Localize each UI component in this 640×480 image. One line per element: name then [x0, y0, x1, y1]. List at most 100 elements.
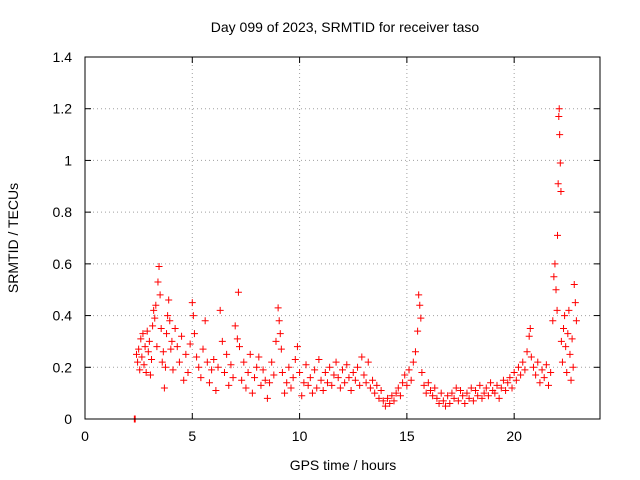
- data-point-marker: [291, 356, 299, 364]
- data-point-marker: [551, 260, 559, 268]
- data-point-marker: [474, 392, 482, 400]
- data-point-marker: [296, 368, 304, 376]
- data-point-marker: [302, 361, 310, 369]
- data-point-marker: [248, 389, 256, 397]
- data-point-marker: [403, 381, 411, 389]
- data-point-marker: [244, 368, 252, 376]
- data-point-marker: [435, 399, 443, 407]
- data-point-marker: [189, 312, 197, 320]
- plot-frame: [84, 56, 601, 420]
- data-point-marker: [563, 368, 571, 376]
- data-point-marker: [439, 397, 447, 405]
- data-point-marker: [566, 350, 574, 358]
- data-point-marker: [525, 332, 533, 340]
- data-point-marker: [157, 325, 165, 332]
- data-point-marker: [259, 366, 267, 374]
- data-point-marker: [334, 374, 342, 382]
- data-point-marker: [437, 389, 445, 397]
- data-point-marker: [197, 374, 205, 382]
- data-point-marker: [371, 389, 379, 397]
- data-point-marker: [341, 379, 349, 387]
- data-point-marker: [274, 304, 282, 312]
- data-point-marker: [283, 379, 291, 387]
- data-point-marker: [159, 348, 167, 356]
- data-point-marker: [339, 366, 346, 374]
- data-point-marker: [562, 343, 570, 351]
- data-point-marker: [538, 366, 546, 374]
- data-point-marker: [236, 343, 243, 351]
- y-tick-label: 0.2: [53, 359, 73, 375]
- data-point-marker: [491, 389, 499, 397]
- data-point-marker: [420, 381, 428, 389]
- data-point-marker: [151, 314, 159, 322]
- data-point-marker: [195, 363, 203, 371]
- data-point-marker: [212, 387, 220, 395]
- data-point-marker: [506, 374, 514, 382]
- data-point-marker: [203, 358, 211, 366]
- data-point-marker: [554, 231, 562, 239]
- data-point-marker: [144, 348, 152, 356]
- data-point-marker: [465, 394, 473, 402]
- data-point-marker: [405, 366, 413, 374]
- data-point-marker: [154, 278, 162, 286]
- data-point-marker: [417, 314, 425, 322]
- y-axis-label: SRMTID / TECUs: [5, 183, 21, 293]
- chart-title: Day 099 of 2023, SRMTID for receiver tas…: [211, 19, 480, 35]
- data-point-marker: [472, 387, 480, 395]
- data-point-marker: [138, 353, 146, 361]
- data-point-marker: [555, 105, 563, 113]
- data-point-marker: [394, 384, 402, 392]
- data-point-marker: [444, 392, 452, 400]
- data-point-marker: [142, 368, 150, 376]
- data-point-marker: [347, 387, 355, 395]
- data-point-marker: [422, 389, 430, 397]
- data-point-marker: [379, 397, 387, 405]
- data-point-marker: [510, 368, 518, 376]
- data-point-marker: [266, 379, 274, 387]
- data-point-marker: [454, 397, 462, 405]
- data-point-marker: [158, 358, 166, 366]
- data-point-marker: [178, 332, 186, 340]
- data-point-marker: [171, 325, 179, 332]
- data-point-marker: [457, 387, 465, 395]
- data-point-marker: [547, 368, 555, 376]
- data-point-marker: [143, 327, 151, 335]
- data-point-marker: [276, 330, 284, 338]
- y-tick-labels: 0 0.2 0.4 0.6 0.8 1 1.2 1.4: [53, 49, 73, 427]
- data-point-marker: [278, 368, 286, 376]
- data-point-marker: [134, 358, 142, 366]
- data-point-marker: [169, 366, 177, 374]
- data-point-marker: [461, 399, 469, 407]
- data-point-marker: [550, 273, 558, 281]
- data-point-marker: [416, 301, 424, 309]
- data-point-marker: [315, 356, 323, 364]
- data-point-marker: [306, 374, 314, 382]
- data-point-marker: [140, 361, 148, 369]
- data-point-marker: [156, 291, 164, 299]
- data-point-marker: [285, 363, 293, 371]
- data-point-marker: [330, 371, 338, 379]
- data-point-marker: [146, 371, 154, 379]
- data-point-marker: [497, 384, 505, 392]
- data-point-marker: [163, 330, 171, 338]
- x-tick-labels: 0 5 10 15 20: [81, 428, 522, 444]
- y-tick-label: 1: [64, 152, 72, 168]
- data-point-marker: [557, 337, 565, 345]
- data-point-marker: [165, 296, 173, 304]
- data-point-marker: [508, 384, 516, 392]
- data-point-marker: [321, 368, 329, 376]
- data-point-marker: [452, 384, 460, 392]
- data-point-marker: [190, 330, 198, 338]
- data-point-marker: [565, 306, 573, 314]
- data-point-marker: [390, 397, 398, 405]
- data-point-marker: [229, 374, 237, 382]
- data-point-marker: [261, 376, 269, 384]
- data-point-marker: [186, 340, 194, 348]
- data-point-marker: [459, 392, 467, 400]
- data-point-marker: [358, 353, 366, 361]
- data-point-marker: [514, 363, 522, 371]
- data-point-marker: [188, 299, 196, 307]
- data-point-marker: [149, 322, 157, 330]
- data-point-marker: [446, 399, 454, 407]
